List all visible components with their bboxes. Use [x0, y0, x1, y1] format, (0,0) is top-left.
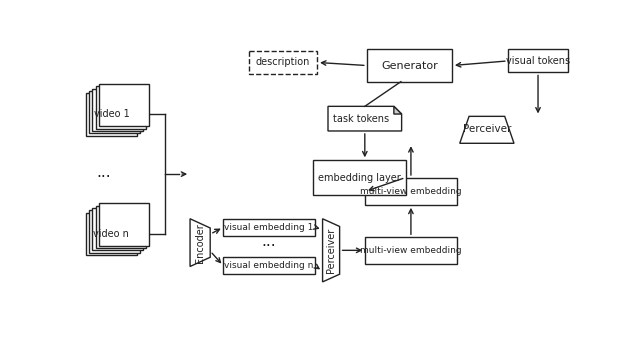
- FancyBboxPatch shape: [365, 178, 457, 205]
- Polygon shape: [323, 219, 340, 282]
- Text: visual tokens: visual tokens: [506, 56, 570, 66]
- Text: task tokens: task tokens: [333, 114, 389, 123]
- Text: description: description: [256, 58, 310, 67]
- Polygon shape: [394, 106, 402, 114]
- Text: Perceiver: Perceiver: [326, 228, 336, 273]
- Text: Encoder: Encoder: [195, 223, 205, 262]
- FancyBboxPatch shape: [223, 219, 315, 236]
- Polygon shape: [95, 206, 146, 248]
- Text: video 1: video 1: [93, 109, 129, 120]
- Polygon shape: [328, 106, 402, 131]
- Polygon shape: [95, 86, 146, 129]
- FancyBboxPatch shape: [365, 237, 457, 264]
- Polygon shape: [90, 210, 140, 253]
- FancyBboxPatch shape: [312, 160, 406, 195]
- Text: multi-view embedding: multi-view embedding: [360, 187, 461, 196]
- Text: Perceiver: Perceiver: [463, 125, 511, 134]
- Polygon shape: [86, 213, 136, 255]
- FancyBboxPatch shape: [508, 49, 568, 72]
- FancyBboxPatch shape: [367, 49, 452, 82]
- Polygon shape: [86, 93, 136, 136]
- Polygon shape: [92, 89, 143, 131]
- Polygon shape: [460, 116, 514, 143]
- FancyBboxPatch shape: [223, 257, 315, 274]
- Text: visual embedding n: visual embedding n: [225, 261, 314, 270]
- Text: multi-view embedding: multi-view embedding: [360, 246, 461, 255]
- Text: Generator: Generator: [381, 60, 438, 71]
- Polygon shape: [190, 219, 210, 266]
- Text: embedding layer: embedding layer: [317, 172, 401, 183]
- Text: visual embedding 1: visual embedding 1: [225, 223, 314, 232]
- Polygon shape: [90, 91, 140, 133]
- FancyBboxPatch shape: [249, 51, 317, 74]
- Text: video n: video n: [93, 229, 129, 239]
- Polygon shape: [92, 208, 143, 250]
- Text: ···: ···: [262, 239, 276, 254]
- Polygon shape: [99, 84, 149, 126]
- Polygon shape: [99, 203, 149, 246]
- Text: ···: ···: [96, 170, 111, 185]
